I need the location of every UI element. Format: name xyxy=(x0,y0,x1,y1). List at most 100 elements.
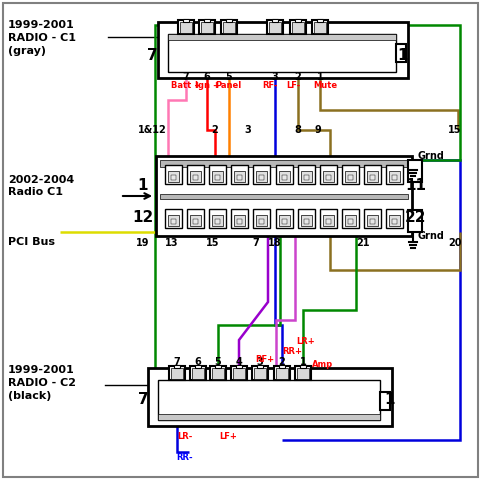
Bar xyxy=(275,165,292,184)
Bar xyxy=(268,22,280,33)
Text: Ign +: Ign + xyxy=(194,82,219,91)
Text: 19: 19 xyxy=(136,238,149,248)
Bar xyxy=(341,209,358,228)
Bar xyxy=(385,209,402,228)
Bar xyxy=(256,365,263,368)
Text: RR+: RR+ xyxy=(281,347,301,356)
Text: 20: 20 xyxy=(447,238,461,248)
Bar xyxy=(297,165,314,184)
Text: 5: 5 xyxy=(214,357,221,367)
Bar xyxy=(190,366,205,380)
Bar xyxy=(344,171,355,182)
Bar xyxy=(157,380,379,420)
Text: 1: 1 xyxy=(316,72,323,82)
Bar xyxy=(182,19,189,22)
Text: 5: 5 xyxy=(225,72,232,82)
Bar xyxy=(209,209,226,228)
Bar xyxy=(212,171,223,182)
Text: 15: 15 xyxy=(206,238,219,248)
Bar xyxy=(278,171,289,182)
Text: 12: 12 xyxy=(132,209,153,225)
Bar xyxy=(300,171,311,182)
Bar xyxy=(253,368,265,379)
Bar xyxy=(363,209,380,228)
Bar xyxy=(366,171,377,182)
Bar xyxy=(271,19,277,22)
Bar xyxy=(223,22,235,33)
Text: PCI Bus: PCI Bus xyxy=(8,237,55,247)
Text: RR-: RR- xyxy=(176,453,192,462)
Bar xyxy=(252,366,267,380)
Bar xyxy=(296,368,308,379)
Bar xyxy=(204,19,210,22)
Bar xyxy=(313,22,325,33)
Bar xyxy=(300,215,311,226)
Bar xyxy=(212,215,223,226)
Bar xyxy=(168,171,179,182)
Bar xyxy=(232,368,244,379)
Bar xyxy=(291,22,303,33)
Bar xyxy=(281,219,286,224)
Bar xyxy=(230,366,247,380)
Bar xyxy=(289,20,305,34)
Text: LF-: LF- xyxy=(285,82,300,91)
Text: Radio C1: Radio C1 xyxy=(8,187,63,197)
Bar xyxy=(266,20,282,34)
Text: RF-: RF- xyxy=(262,82,277,91)
Bar xyxy=(160,160,407,167)
Bar xyxy=(215,365,220,368)
Bar xyxy=(388,215,399,226)
Text: RADIO - C1: RADIO - C1 xyxy=(8,33,76,43)
Bar xyxy=(187,165,204,184)
Text: 2002-2004: 2002-2004 xyxy=(8,175,74,185)
Text: 1: 1 xyxy=(384,393,395,408)
Bar xyxy=(297,209,314,228)
Bar xyxy=(215,175,220,180)
Bar xyxy=(256,215,267,226)
Bar xyxy=(300,365,305,368)
Bar xyxy=(312,20,327,34)
Bar xyxy=(199,20,215,34)
Text: 9: 9 xyxy=(314,125,321,135)
Bar xyxy=(392,219,396,224)
Bar xyxy=(303,219,308,224)
Text: 22: 22 xyxy=(405,209,426,225)
Text: 11: 11 xyxy=(405,178,426,192)
Text: LR+: LR+ xyxy=(295,337,314,346)
Text: Grnd: Grnd xyxy=(417,231,444,241)
Bar xyxy=(322,215,333,226)
Bar xyxy=(278,215,289,226)
Bar xyxy=(237,219,242,224)
Text: 4: 4 xyxy=(235,357,242,367)
Bar xyxy=(160,194,407,199)
Text: 15: 15 xyxy=(447,125,461,135)
Text: 1&12: 1&12 xyxy=(137,125,166,135)
Bar xyxy=(194,365,201,368)
Text: 1: 1 xyxy=(397,48,408,63)
Bar xyxy=(231,165,248,184)
Bar xyxy=(157,22,407,78)
Bar xyxy=(190,215,201,226)
Bar xyxy=(379,392,389,410)
Text: 2: 2 xyxy=(294,72,301,82)
Bar xyxy=(170,219,176,224)
Bar xyxy=(325,219,330,224)
Text: 7: 7 xyxy=(146,48,157,63)
Bar xyxy=(192,368,204,379)
Bar xyxy=(344,215,355,226)
Text: 21: 21 xyxy=(356,238,369,248)
Text: 8: 8 xyxy=(294,125,301,135)
Bar xyxy=(316,19,323,22)
Text: 2: 2 xyxy=(211,125,218,135)
Bar xyxy=(370,175,374,180)
Text: LR-: LR- xyxy=(177,432,192,441)
Bar xyxy=(294,366,311,380)
Bar xyxy=(234,215,245,226)
Bar xyxy=(190,171,201,182)
Bar xyxy=(319,209,336,228)
Text: 6: 6 xyxy=(194,357,201,367)
Bar xyxy=(165,209,181,228)
Bar xyxy=(392,175,396,180)
Text: 18: 18 xyxy=(268,238,281,248)
Text: Mute: Mute xyxy=(312,82,336,91)
